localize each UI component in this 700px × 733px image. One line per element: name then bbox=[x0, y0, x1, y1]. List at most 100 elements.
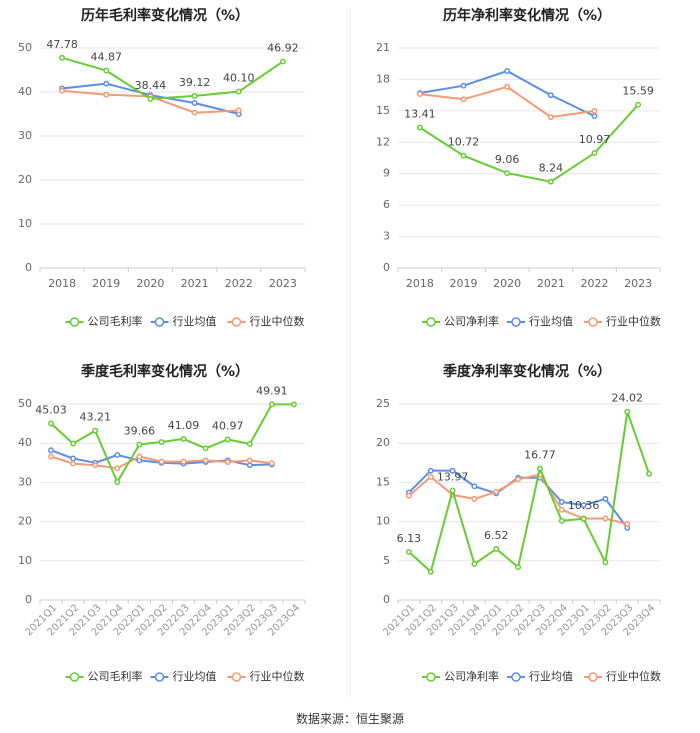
data-point-industry_median bbox=[427, 473, 434, 480]
legend-item-industry_median: 行业中位数 bbox=[584, 314, 661, 328]
data-point-company bbox=[180, 435, 187, 442]
legend-label: 行业均值 bbox=[529, 670, 573, 683]
chart-panel-2: 历年净利率变化情况（%） 0 3 6 9 12 15 18 21 2018 2019 2020 2021… bbox=[376, 7, 661, 328]
data-point-industry_median bbox=[547, 114, 554, 121]
data-label: 39.66 bbox=[124, 425, 156, 438]
legend-item-industry_median: 行业中位数 bbox=[227, 669, 305, 683]
data-point-industry_median bbox=[416, 91, 423, 98]
data-label: 41.09 bbox=[168, 419, 200, 432]
data-point-company bbox=[147, 95, 154, 102]
chart-title: 历年毛利率变化情况（%） bbox=[81, 7, 249, 24]
data-point-industry_median bbox=[235, 107, 242, 114]
data-point-industry_median bbox=[136, 453, 143, 460]
data-label: 6.13 bbox=[397, 532, 422, 545]
data-point-company bbox=[70, 440, 77, 447]
legend-label: 公司净利率 bbox=[444, 314, 499, 328]
data-point-industry_avg bbox=[602, 495, 609, 502]
data-point-company bbox=[202, 445, 209, 452]
x-tick-label: 2019 bbox=[92, 277, 120, 290]
data-label: 8.24 bbox=[539, 162, 564, 175]
data-point-company bbox=[635, 101, 642, 108]
data-point-company bbox=[136, 441, 143, 448]
data-point-industry_avg bbox=[103, 80, 110, 87]
data-point-company bbox=[279, 58, 286, 65]
y-tick-label: 21 bbox=[376, 41, 390, 54]
data-point-industry_median bbox=[591, 107, 598, 114]
legend-item-industry_median: 行业中位数 bbox=[227, 314, 305, 328]
data-label: 9.06 bbox=[495, 153, 520, 166]
data-point-industry_median bbox=[158, 458, 165, 465]
x-tick-label: 2021 bbox=[537, 277, 565, 290]
data-label: 13.97 bbox=[437, 470, 469, 483]
data-point-industry_avg bbox=[427, 467, 434, 474]
data-point-industry_avg bbox=[191, 100, 198, 106]
legend-marker bbox=[426, 317, 436, 327]
data-label: 10.72 bbox=[448, 136, 480, 149]
legend-marker bbox=[426, 672, 436, 682]
data-label: 15.59 bbox=[622, 85, 654, 98]
legend-label: 行业中位数 bbox=[606, 669, 661, 683]
data-label: 6.52 bbox=[484, 529, 509, 542]
y-tick-label: 30 bbox=[18, 129, 32, 142]
data-point-company bbox=[59, 54, 66, 61]
data-point-industry_median bbox=[624, 521, 631, 527]
data-label: 39.12 bbox=[179, 76, 211, 89]
data-point-company bbox=[92, 427, 99, 434]
series-line-industry_median bbox=[419, 85, 595, 119]
data-point-industry_avg bbox=[471, 483, 478, 490]
data-label: 38.44 bbox=[135, 79, 167, 92]
data-point-company bbox=[547, 178, 554, 185]
data-point-company bbox=[246, 441, 253, 447]
chart-panel-1: 历年毛利率变化情况（%） 0 10 20 30 40 50 2018 2019 2020 2021 2… bbox=[18, 7, 306, 328]
y-tick-label: 3 bbox=[383, 230, 390, 243]
x-tick-label: 2021 bbox=[181, 277, 209, 290]
data-point-company bbox=[114, 479, 121, 485]
legend-marker bbox=[588, 672, 598, 682]
y-tick-label: 50 bbox=[18, 397, 32, 410]
legend-item-industry_avg: 行业均值 bbox=[507, 315, 573, 328]
data-point-industry_median bbox=[493, 488, 500, 495]
data-point-company bbox=[416, 124, 423, 131]
legend-label: 行业均值 bbox=[529, 315, 573, 328]
data-label: 45.03 bbox=[35, 403, 67, 416]
x-tick-label: 2023 bbox=[269, 277, 297, 290]
vertical-divider bbox=[350, 8, 351, 698]
data-point-industry_median bbox=[114, 465, 121, 472]
data-label: 40.10 bbox=[223, 72, 255, 85]
data-label: 49.91 bbox=[256, 384, 288, 397]
y-tick-label: 40 bbox=[18, 85, 32, 98]
x-tick-label: 2022 bbox=[225, 277, 253, 290]
data-label: 43.21 bbox=[79, 411, 111, 424]
data-point-company bbox=[471, 560, 478, 567]
legend-item-industry_avg: 行业均值 bbox=[150, 670, 217, 683]
legend-marker bbox=[231, 317, 242, 327]
data-point-industry_median bbox=[180, 458, 187, 465]
legend-item-company: 公司毛利率 bbox=[65, 314, 143, 328]
data-point-industry_avg bbox=[449, 467, 456, 474]
data-point-company bbox=[460, 152, 467, 159]
y-tick-label: 12 bbox=[376, 135, 390, 148]
data-point-company bbox=[515, 564, 522, 571]
data-point-industry_median bbox=[59, 87, 66, 94]
data-point-company bbox=[624, 408, 631, 415]
legend-label: 行业均值 bbox=[173, 315, 217, 328]
data-label: 40.97 bbox=[212, 419, 244, 432]
y-tick-label: 0 bbox=[25, 261, 32, 274]
data-point-industry_median bbox=[103, 91, 110, 98]
data-point-industry_median bbox=[48, 453, 54, 460]
y-tick-label: 9 bbox=[383, 167, 390, 180]
chart-title: 季度毛利率变化情况（%） bbox=[80, 363, 249, 380]
data-point-industry_median bbox=[515, 476, 522, 483]
x-tick-label: 2022 bbox=[581, 277, 609, 290]
data-label: 10.97 bbox=[579, 133, 611, 146]
data-point-industry_avg bbox=[460, 82, 467, 89]
data-point-company bbox=[602, 559, 609, 566]
y-tick-label: 25 bbox=[376, 397, 390, 410]
y-tick-label: 15 bbox=[376, 475, 390, 488]
data-point-company bbox=[291, 401, 297, 408]
legend-label: 公司毛利率 bbox=[88, 314, 143, 328]
y-tick-label: 40 bbox=[18, 436, 32, 449]
series-line-company bbox=[408, 410, 651, 573]
data-point-industry_avg bbox=[591, 113, 598, 120]
